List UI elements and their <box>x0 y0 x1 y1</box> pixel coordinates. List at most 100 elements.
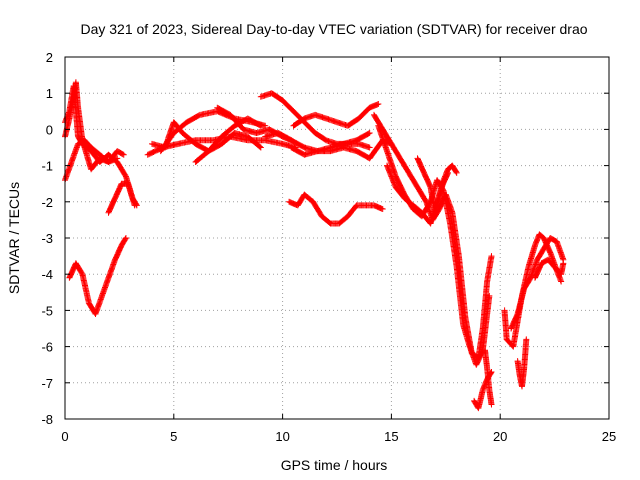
plus-marker <box>534 246 547 263</box>
plus-marker <box>81 137 94 150</box>
plus-marker <box>114 148 126 158</box>
axis-ticks <box>64 56 610 420</box>
plus-marker <box>214 104 233 118</box>
x-tick-label: 15 <box>384 429 398 444</box>
plus-marker <box>527 257 540 281</box>
plus-marker <box>288 137 307 150</box>
plus-marker <box>536 231 546 241</box>
plus-marker <box>122 235 129 241</box>
chart-title: Day 321 of 2023, Sidereal Day-to-day VTE… <box>80 21 587 37</box>
plus-marker <box>240 126 259 136</box>
x-tick-label: 20 <box>493 429 507 444</box>
series-track-c <box>62 137 121 184</box>
plus-marker <box>366 144 373 151</box>
plus-marker <box>521 275 533 292</box>
plus-marker <box>118 236 129 249</box>
plus-marker <box>314 144 333 155</box>
plus-marker <box>294 192 307 209</box>
plus-marker <box>192 148 211 165</box>
plus-marker <box>288 144 307 158</box>
plus-marker <box>112 181 125 202</box>
plus-marker <box>290 116 307 129</box>
plus-marker <box>310 198 325 219</box>
plus-marker <box>72 260 85 277</box>
plus-marker <box>547 235 559 244</box>
plus-marker <box>318 213 333 226</box>
series-track-p <box>371 111 495 361</box>
plus-marker <box>449 162 460 175</box>
y-tick-label: -4 <box>41 267 53 282</box>
plus-marker <box>218 130 237 147</box>
plus-marker <box>344 203 359 220</box>
plus-marker <box>410 202 424 215</box>
plus-marker <box>196 108 220 118</box>
plus-marker <box>453 169 460 176</box>
plus-marker <box>421 169 434 190</box>
plus-marker <box>129 195 140 208</box>
plus-marker <box>375 122 390 153</box>
plus-marker <box>384 162 399 190</box>
series-track-n <box>262 130 373 155</box>
plus-marker <box>553 238 566 262</box>
y-axis-label: SDTVAR / TECUs <box>6 182 22 294</box>
plus-marker <box>482 347 490 371</box>
plus-marker <box>414 155 427 175</box>
plus-marker <box>484 254 495 285</box>
plus-marker <box>366 130 373 137</box>
y-tick-label: 1 <box>46 86 53 101</box>
plus-marker <box>486 387 495 407</box>
plus-marker <box>88 144 102 157</box>
plus-marker <box>558 278 565 285</box>
y-tick-label: 0 <box>46 122 53 137</box>
plus-marker <box>392 184 407 201</box>
plus-marker <box>508 312 521 332</box>
plus-marker <box>475 388 486 412</box>
x-tick-label: 0 <box>61 429 68 444</box>
plus-marker <box>453 264 467 327</box>
data-points <box>62 79 567 412</box>
y-tick-label: -1 <box>41 159 53 174</box>
plus-marker <box>133 202 140 209</box>
plus-marker <box>379 126 394 146</box>
plus-marker <box>336 214 350 227</box>
plus-marker <box>327 141 346 151</box>
plus-marker <box>355 105 372 122</box>
plus-marker <box>379 206 386 213</box>
plus-marker <box>205 141 224 155</box>
plus-marker <box>340 144 359 154</box>
plus-marker <box>114 159 129 179</box>
plus-marker <box>560 260 567 267</box>
x-tick-label: 10 <box>275 429 289 444</box>
plus-marker <box>262 130 281 140</box>
plus-marker <box>68 142 81 165</box>
plus-marker <box>114 155 121 162</box>
plus-marker <box>514 286 527 317</box>
plus-marker <box>92 294 105 317</box>
plus-marker <box>460 321 473 349</box>
plus-marker <box>501 307 510 342</box>
plus-marker <box>540 236 553 252</box>
plus-marker <box>88 156 102 173</box>
plus-marker <box>257 144 264 151</box>
plus-marker <box>162 120 177 151</box>
plus-marker <box>179 130 198 147</box>
plus-marker <box>257 90 274 100</box>
x-tick-labels: 0 5 10 15 20 25 <box>61 429 616 444</box>
plus-marker <box>279 97 296 114</box>
plus-marker <box>532 261 544 281</box>
plus-marker <box>275 130 294 143</box>
plus-marker <box>473 348 486 368</box>
plus-marker <box>120 151 127 158</box>
series-track-s <box>414 155 460 216</box>
plus-marker <box>112 243 125 263</box>
plus-marker <box>436 178 447 202</box>
plus-marker <box>72 79 81 110</box>
plus-marker <box>545 256 557 270</box>
series-track-x <box>514 336 530 390</box>
series-track-y <box>532 256 567 281</box>
plus-marker <box>327 144 346 155</box>
series-track-l <box>290 101 382 129</box>
plus-marker <box>231 130 250 140</box>
series-track-w <box>508 235 567 332</box>
